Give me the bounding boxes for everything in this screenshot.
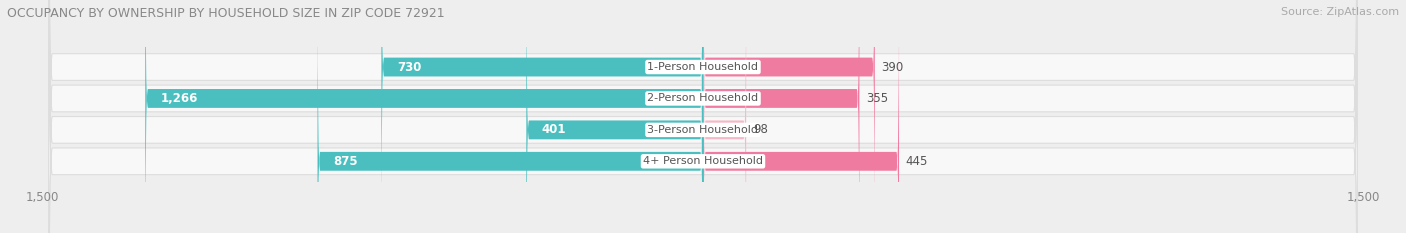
FancyBboxPatch shape: [49, 0, 1357, 233]
FancyBboxPatch shape: [49, 0, 1357, 233]
Text: 401: 401: [541, 123, 567, 136]
Text: 4+ Person Household: 4+ Person Household: [643, 156, 763, 166]
Text: 2-Person Household: 2-Person Household: [647, 93, 759, 103]
Text: 3-Person Household: 3-Person Household: [648, 125, 758, 135]
Text: 1,266: 1,266: [160, 92, 198, 105]
Text: 98: 98: [752, 123, 768, 136]
Text: 875: 875: [333, 155, 357, 168]
FancyBboxPatch shape: [381, 0, 703, 233]
FancyBboxPatch shape: [318, 0, 703, 233]
Text: 730: 730: [396, 61, 422, 74]
FancyBboxPatch shape: [49, 0, 1357, 233]
FancyBboxPatch shape: [703, 0, 898, 233]
FancyBboxPatch shape: [145, 0, 703, 233]
FancyBboxPatch shape: [49, 0, 1357, 233]
FancyBboxPatch shape: [526, 0, 703, 233]
Text: 1-Person Household: 1-Person Household: [648, 62, 758, 72]
FancyBboxPatch shape: [703, 0, 875, 233]
Text: 445: 445: [905, 155, 928, 168]
FancyBboxPatch shape: [703, 0, 859, 233]
Text: 355: 355: [866, 92, 889, 105]
FancyBboxPatch shape: [703, 0, 747, 233]
Text: 390: 390: [882, 61, 904, 74]
Text: Source: ZipAtlas.com: Source: ZipAtlas.com: [1281, 7, 1399, 17]
Text: OCCUPANCY BY OWNERSHIP BY HOUSEHOLD SIZE IN ZIP CODE 72921: OCCUPANCY BY OWNERSHIP BY HOUSEHOLD SIZE…: [7, 7, 444, 20]
